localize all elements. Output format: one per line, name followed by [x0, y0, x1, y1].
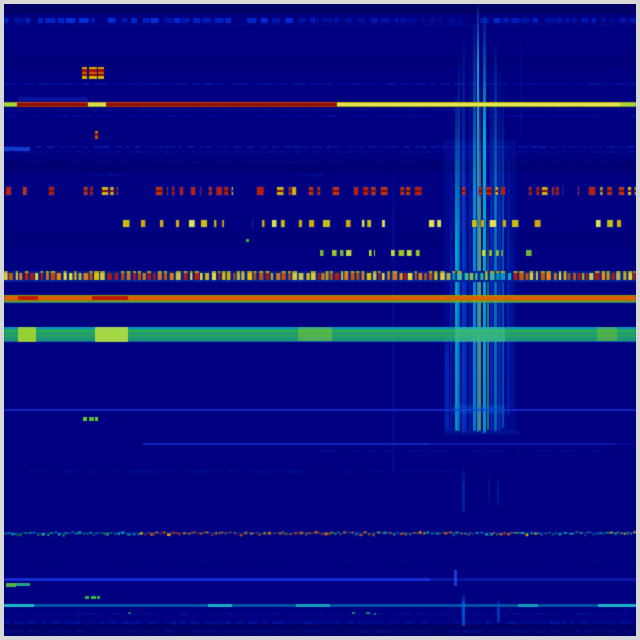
spectrogram-canvas — [4, 4, 636, 636]
spectrogram — [4, 4, 636, 636]
